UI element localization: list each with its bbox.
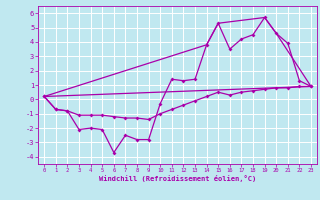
X-axis label: Windchill (Refroidissement éolien,°C): Windchill (Refroidissement éolien,°C) bbox=[99, 175, 256, 182]
